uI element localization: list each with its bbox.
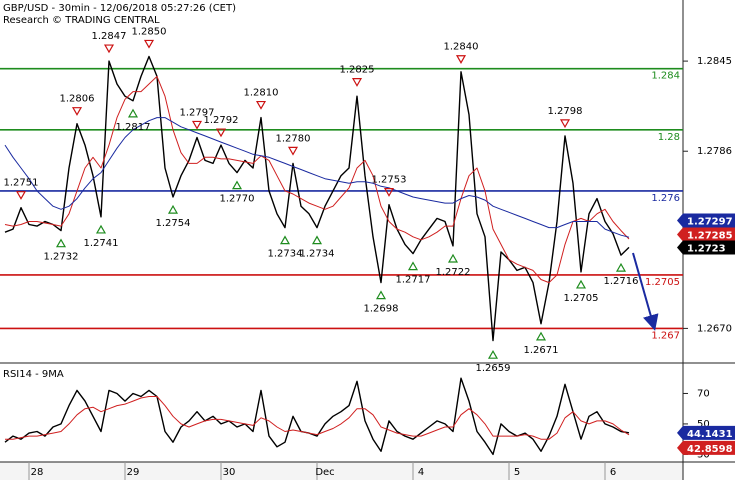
low-marker (95, 224, 107, 234)
chart-title: GBP/USD - 30min - 12/06/2018 05:27:26 (C… (3, 3, 236, 14)
high-label: 1.2753 (372, 175, 407, 186)
low-label: 1.2671 (524, 345, 559, 356)
high-label: 1.2780 (276, 133, 311, 144)
value-tag (677, 227, 735, 242)
high-marker (143, 39, 155, 49)
high-label: 1.2850 (132, 26, 167, 37)
value-tag (677, 240, 735, 255)
level-label: 1.267 (651, 330, 680, 341)
y-tick-label: 1.2845 (697, 56, 732, 67)
low-marker (575, 279, 587, 289)
value-tag-label: 1.27297 (687, 216, 733, 227)
low-marker (535, 331, 547, 341)
level-label: 1.28 (658, 132, 680, 143)
series-line (5, 396, 630, 440)
low-marker (231, 180, 243, 190)
low-label: 1.2732 (44, 252, 79, 263)
low-marker (487, 349, 499, 359)
high-label: 1.2825 (340, 65, 375, 76)
low-marker (55, 238, 67, 248)
forecast-arrow (632, 252, 659, 331)
high-label: 1.2751 (4, 178, 39, 189)
value-tag (677, 440, 735, 455)
low-label: 1.2722 (436, 267, 471, 278)
x-axis-strip (0, 462, 683, 480)
value-tag (677, 425, 735, 440)
low-marker (279, 235, 291, 245)
level-label: 1.2705 (645, 277, 680, 288)
low-label: 1.2770 (220, 194, 255, 205)
plot-layer: 1.2845 1.2786 1.2670 1.284 1.28 1.276 1.2705 1.… (0, 26, 735, 480)
series-line (4, 75, 630, 284)
y-tick-label: 50 (697, 419, 710, 430)
x-tick-label: 5 (514, 467, 520, 478)
value-tag (677, 213, 735, 228)
low-label: 1.2716 (604, 276, 639, 287)
level-label: 1.276 (651, 193, 680, 204)
low-marker (127, 108, 139, 118)
high-marker (351, 78, 363, 87)
y-tick-label: 30 (697, 449, 710, 460)
high-label: 1.2797 (180, 107, 215, 118)
high-label: 1.2810 (244, 88, 279, 99)
x-tick-label: Dec (315, 467, 334, 478)
x-tick-label: 4 (418, 467, 424, 478)
high-label: 1.2847 (92, 31, 127, 42)
series-line (4, 377, 630, 456)
series-line (4, 117, 630, 238)
high-marker (103, 44, 115, 54)
high-label: 1.2840 (444, 42, 479, 53)
value-tag-label: 44.1431 (687, 429, 733, 440)
high-marker (255, 100, 267, 110)
low-label: 1.2754 (156, 218, 191, 229)
low-label: 1.2741 (84, 238, 119, 249)
high-marker (15, 191, 27, 200)
high-marker (215, 128, 227, 138)
value-tag-label: 42.8598 (687, 444, 733, 455)
y-tick-label: 1.2670 (697, 323, 732, 334)
x-tick-label: 29 (127, 467, 140, 478)
y-tick-label: 1.2786 (697, 146, 732, 157)
low-marker (407, 261, 419, 271)
high-marker (287, 146, 299, 156)
high-marker (559, 119, 571, 129)
x-tick-label: 6 (610, 467, 616, 478)
x-tick-label: 28 (31, 467, 44, 478)
high-marker (383, 188, 395, 197)
high-label: 1.2792 (204, 115, 239, 126)
low-marker (375, 290, 387, 300)
low-marker (167, 204, 179, 214)
low-label: 1.2817 (116, 122, 151, 133)
low-label: 1.2659 (476, 363, 511, 374)
low-label: 1.2705 (564, 293, 599, 304)
high-marker (191, 120, 203, 130)
y-tick-label: 70 (697, 388, 710, 399)
high-label: 1.2806 (60, 94, 95, 105)
low-label: 1.2734 (300, 249, 335, 260)
high-marker (455, 55, 467, 64)
low-marker (447, 253, 459, 263)
low-marker (311, 235, 323, 245)
high-label: 1.2798 (548, 106, 583, 117)
high-marker (71, 107, 83, 116)
low-label: 1.2698 (364, 304, 399, 315)
rsi-title: RSI14 - 9MA (3, 369, 64, 380)
low-marker (615, 262, 627, 272)
x-tick-label: 30 (223, 467, 236, 478)
level-label: 1.284 (651, 71, 680, 82)
chart-subtitle: Research © TRADING CENTRAL (3, 15, 160, 26)
value-tag-label: 1.2723 (687, 243, 726, 254)
value-tag-label: 1.27285 (687, 230, 733, 241)
low-label: 1.2734 (268, 249, 303, 260)
low-label: 1.2717 (396, 275, 431, 286)
